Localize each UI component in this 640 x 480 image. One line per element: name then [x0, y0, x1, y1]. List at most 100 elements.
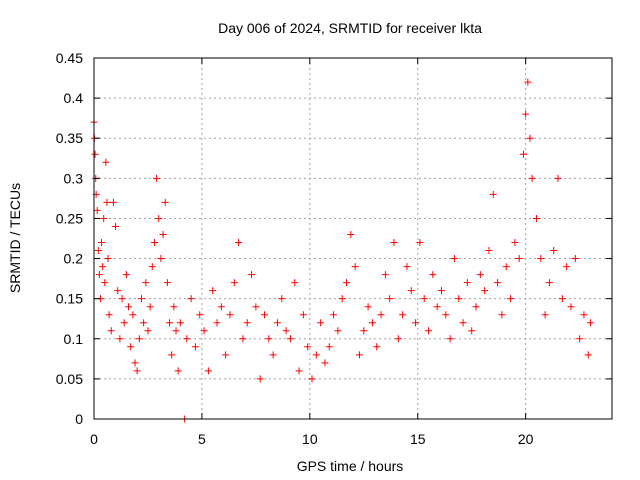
- data-point: [463, 279, 471, 287]
- data-point: [98, 239, 106, 247]
- data-point: [102, 158, 110, 166]
- data-point: [133, 367, 141, 375]
- data-point: [437, 287, 445, 295]
- data-point: [129, 311, 137, 319]
- data-point: [433, 303, 441, 311]
- data-point: [386, 295, 394, 303]
- data-point: [558, 295, 566, 303]
- data-point: [252, 303, 260, 311]
- data-point: [304, 343, 312, 351]
- data-point: [157, 255, 165, 263]
- data-point: [135, 335, 143, 343]
- y-tick-label: 0.15: [56, 291, 83, 307]
- data-point: [317, 319, 325, 327]
- data-point: [144, 327, 152, 335]
- data-point: [172, 327, 180, 335]
- data-point: [239, 335, 247, 343]
- data-point: [105, 311, 113, 319]
- x-axis-label: GPS time / hours: [297, 458, 404, 474]
- x-tick-label: 0: [90, 431, 98, 447]
- data-point: [550, 247, 558, 255]
- data-points: [90, 78, 594, 423]
- axis-ticks: 0 0.05 0.1 0.15 0.2 0.25 0.3 0.35 0.4 0.45 0 5 10 15 2…: [56, 50, 612, 447]
- data-point: [142, 279, 150, 287]
- data-point: [183, 335, 191, 343]
- data-point: [584, 351, 592, 359]
- data-point: [140, 319, 148, 327]
- data-point: [196, 311, 204, 319]
- data-point: [545, 279, 553, 287]
- data-point: [265, 335, 273, 343]
- y-tick-label: 0.1: [64, 331, 84, 347]
- data-point: [248, 271, 256, 279]
- data-point: [191, 343, 199, 351]
- data-point: [515, 255, 523, 263]
- data-point: [312, 351, 320, 359]
- data-point: [112, 222, 120, 230]
- data-point: [153, 174, 161, 182]
- data-point: [571, 255, 579, 263]
- x-tick-label: 5: [198, 431, 206, 447]
- data-point: [299, 311, 307, 319]
- data-point: [222, 351, 230, 359]
- data-point: [403, 263, 411, 271]
- data-point: [116, 335, 124, 343]
- data-point: [522, 110, 530, 118]
- data-point: [109, 198, 117, 206]
- data-point: [137, 295, 145, 303]
- data-point: [209, 287, 217, 295]
- x-tick-label: 10: [302, 431, 318, 447]
- data-point: [373, 343, 381, 351]
- data-point: [485, 247, 493, 255]
- data-point: [360, 327, 368, 335]
- x-tick-label: 20: [518, 431, 534, 447]
- data-point: [261, 311, 269, 319]
- data-point: [476, 271, 484, 279]
- data-point: [494, 279, 502, 287]
- data-point: [127, 343, 135, 351]
- data-point: [200, 327, 208, 335]
- data-point: [420, 295, 428, 303]
- data-point: [351, 263, 359, 271]
- data-point: [524, 78, 532, 86]
- data-point: [291, 279, 299, 287]
- data-point: [161, 198, 169, 206]
- data-point: [226, 311, 234, 319]
- data-point: [489, 190, 497, 198]
- y-tick-label: 0.2: [64, 251, 84, 267]
- data-point: [125, 303, 133, 311]
- data-point: [235, 239, 243, 247]
- data-point: [381, 271, 389, 279]
- data-point: [282, 327, 290, 335]
- data-point: [511, 239, 519, 247]
- data-point: [407, 287, 415, 295]
- data-point: [131, 359, 139, 367]
- data-point: [334, 327, 342, 335]
- data-point: [308, 375, 316, 383]
- data-point: [278, 295, 286, 303]
- y-tick-label: 0.3: [64, 170, 84, 186]
- data-point: [563, 263, 571, 271]
- data-point: [114, 287, 122, 295]
- data-point: [204, 367, 212, 375]
- y-tick-label: 0.05: [56, 371, 83, 387]
- data-point: [104, 255, 112, 263]
- data-point: [103, 198, 111, 206]
- data-point: [230, 279, 238, 287]
- data-point: [120, 319, 128, 327]
- y-tick-label: 0.35: [56, 130, 83, 146]
- y-tick-label: 0.25: [56, 210, 83, 226]
- data-point: [412, 319, 420, 327]
- data-point: [347, 230, 355, 238]
- data-point: [99, 263, 107, 271]
- data-point: [330, 311, 338, 319]
- data-point: [425, 327, 433, 335]
- data-point: [93, 206, 101, 214]
- data-point: [442, 311, 450, 319]
- data-point: [168, 351, 176, 359]
- x-tick-label: 15: [410, 431, 426, 447]
- data-point: [122, 271, 130, 279]
- data-point: [213, 319, 221, 327]
- data-point: [429, 271, 437, 279]
